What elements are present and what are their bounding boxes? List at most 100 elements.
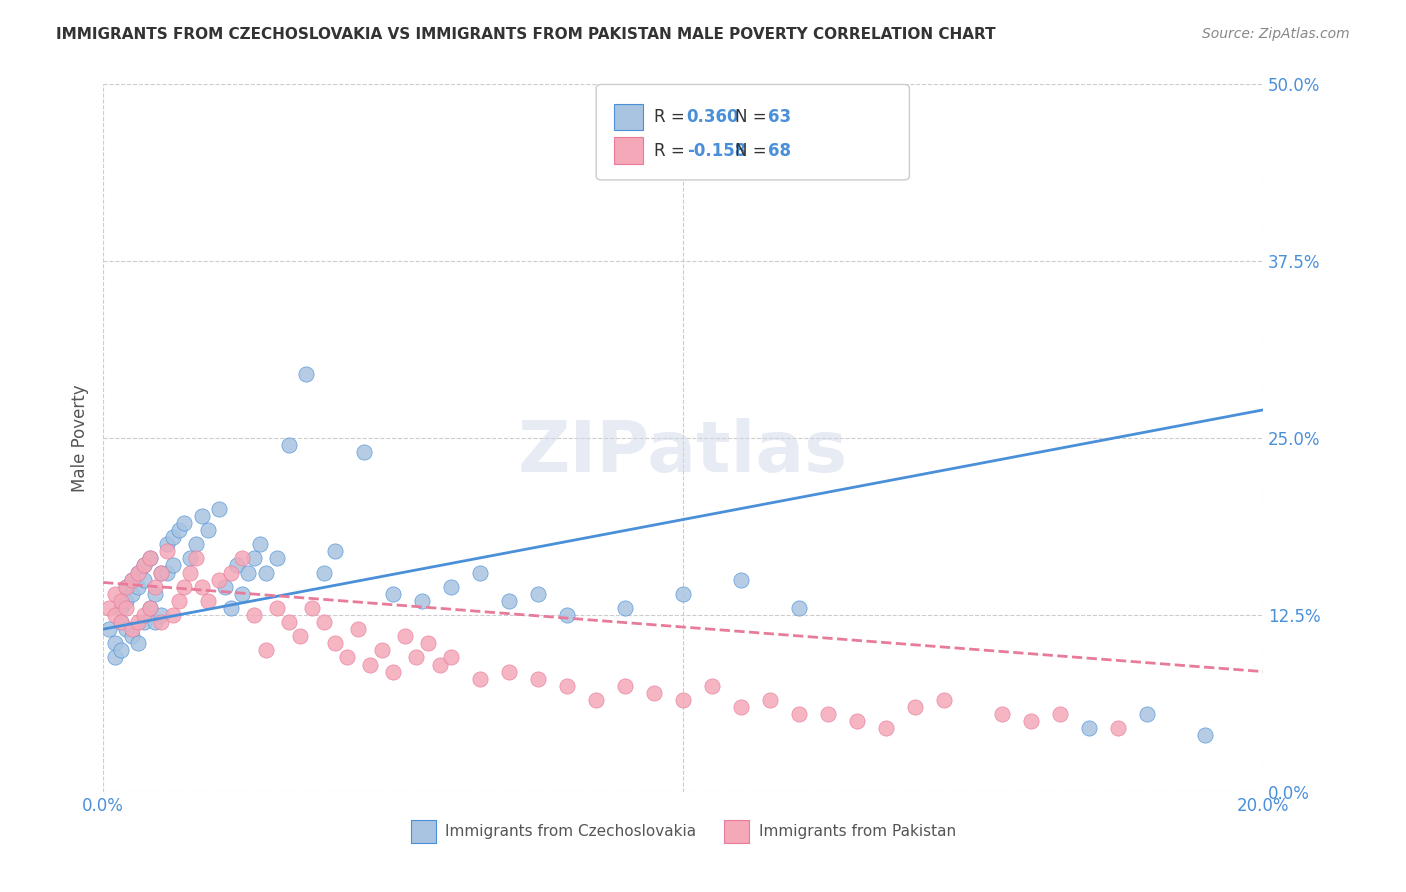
Point <box>787 707 810 722</box>
Point <box>498 594 520 608</box>
Text: 68: 68 <box>768 142 790 160</box>
Point <box>162 530 184 544</box>
Point <box>382 587 405 601</box>
Point <box>110 615 132 629</box>
Point <box>121 573 143 587</box>
Point <box>104 636 127 650</box>
Point <box>225 558 247 573</box>
Point <box>208 573 231 587</box>
Point <box>411 594 433 608</box>
Point <box>184 551 207 566</box>
Point <box>470 672 492 686</box>
Point <box>110 643 132 657</box>
Point <box>104 587 127 601</box>
Point <box>440 580 463 594</box>
Point <box>875 721 897 735</box>
Point <box>97 601 120 615</box>
Point <box>702 679 724 693</box>
Point <box>115 580 138 594</box>
FancyBboxPatch shape <box>411 820 436 843</box>
Point <box>1078 721 1101 735</box>
Point <box>643 686 665 700</box>
Point <box>104 607 127 622</box>
Point <box>219 601 242 615</box>
Point <box>121 573 143 587</box>
Text: N =: N = <box>735 142 772 160</box>
Point <box>121 587 143 601</box>
Point <box>470 566 492 580</box>
Point <box>167 594 190 608</box>
Point <box>138 551 160 566</box>
Point <box>672 587 695 601</box>
Point <box>301 601 323 615</box>
Point <box>614 601 637 615</box>
Point <box>208 502 231 516</box>
Point <box>243 551 266 566</box>
Point <box>429 657 451 672</box>
Point <box>394 629 416 643</box>
Point <box>138 551 160 566</box>
Text: R =: R = <box>654 108 690 126</box>
Point <box>266 551 288 566</box>
Text: 0.360: 0.360 <box>686 108 740 126</box>
Point <box>110 601 132 615</box>
Point <box>167 523 190 537</box>
Point <box>143 580 166 594</box>
Point <box>115 594 138 608</box>
Point <box>162 607 184 622</box>
Point <box>179 551 201 566</box>
Point <box>1049 707 1071 722</box>
Point <box>336 650 359 665</box>
Point <box>527 587 550 601</box>
Point <box>498 665 520 679</box>
FancyBboxPatch shape <box>613 103 643 130</box>
Point <box>132 558 155 573</box>
Point <box>382 665 405 679</box>
Point <box>672 693 695 707</box>
Point <box>323 636 346 650</box>
Point <box>1194 728 1216 742</box>
Point <box>132 558 155 573</box>
FancyBboxPatch shape <box>596 85 910 180</box>
Point <box>405 650 427 665</box>
Point <box>121 622 143 636</box>
Point <box>904 700 927 714</box>
Point <box>115 622 138 636</box>
Point <box>312 615 335 629</box>
Point <box>219 566 242 580</box>
Point <box>179 566 201 580</box>
Point <box>585 693 607 707</box>
Text: Immigrants from Pakistan: Immigrants from Pakistan <box>759 824 956 839</box>
Point <box>359 657 381 672</box>
Point <box>846 714 869 728</box>
Point <box>787 601 810 615</box>
Point <box>150 607 173 622</box>
Point <box>127 580 149 594</box>
Point <box>138 601 160 615</box>
Point <box>127 566 149 580</box>
Point <box>197 594 219 608</box>
Point <box>614 679 637 693</box>
Point <box>991 707 1014 722</box>
Point <box>173 516 195 530</box>
Point <box>353 445 375 459</box>
Text: ZIPatlas: ZIPatlas <box>517 417 848 487</box>
Point <box>132 607 155 622</box>
Point <box>290 629 312 643</box>
Point <box>132 573 155 587</box>
Point <box>184 537 207 551</box>
Point <box>127 636 149 650</box>
Text: Immigrants from Czechoslovakia: Immigrants from Czechoslovakia <box>446 824 696 839</box>
Point <box>173 580 195 594</box>
Point <box>97 622 120 636</box>
Point <box>150 566 173 580</box>
Point <box>156 544 179 558</box>
Point <box>347 622 370 636</box>
Point <box>214 580 236 594</box>
Point <box>231 551 253 566</box>
Point <box>121 629 143 643</box>
Point <box>243 607 266 622</box>
Y-axis label: Male Poverty: Male Poverty <box>72 384 89 492</box>
Point <box>143 587 166 601</box>
Point <box>254 566 277 580</box>
